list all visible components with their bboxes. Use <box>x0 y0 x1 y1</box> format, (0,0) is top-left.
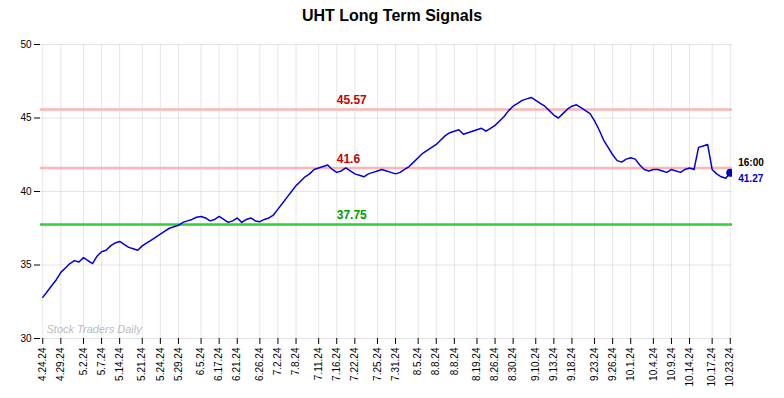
svg-text:7.8.24: 7.8.24 <box>290 347 301 375</box>
svg-text:7.16.24: 7.16.24 <box>331 347 342 381</box>
svg-text:35: 35 <box>20 259 32 270</box>
svg-text:7.11.24: 7.11.24 <box>313 347 324 380</box>
svg-text:9.10.24: 9.10.24 <box>530 347 541 381</box>
svg-text:8.30.24: 8.30.24 <box>507 347 518 381</box>
svg-text:5.2.24: 5.2.24 <box>78 347 89 375</box>
svg-text:4.24.24: 4.24.24 <box>37 347 48 381</box>
html-text:UHT Long Term Signals: UHT Long Term Signals <box>301 7 483 24</box>
svg-text:45.57: 45.57 <box>337 93 367 107</box>
svg-text:7.22.24: 7.22.24 <box>349 347 360 381</box>
svg-text:7.25.24: 7.25.24 <box>372 347 383 381</box>
svg-text:6.5.24: 6.5.24 <box>195 347 206 375</box>
svg-text:Stock Traders Daily: Stock Traders Daily <box>47 323 144 335</box>
svg-text:8.19.24: 8.19.24 <box>471 347 482 381</box>
svg-text:45: 45 <box>20 112 32 123</box>
svg-text:10.4.24: 10.4.24 <box>648 347 659 381</box>
svg-text:5.24.24: 5.24.24 <box>155 347 166 381</box>
svg-text:5.7.24: 5.7.24 <box>96 347 107 375</box>
svg-text:10.14.24: 10.14.24 <box>684 347 695 386</box>
svg-text:7.31.24: 7.31.24 <box>390 347 401 381</box>
svg-text:4.29.24: 4.29.24 <box>55 347 66 381</box>
svg-text:8.5.24: 8.5.24 <box>412 347 423 375</box>
svg-text:10.23.24: 10.23.24 <box>724 347 735 386</box>
svg-text:9.23.24: 9.23.24 <box>589 347 600 381</box>
svg-text:9.18.24: 9.18.24 <box>566 347 577 381</box>
svg-text:10.17.24: 10.17.24 <box>706 347 717 386</box>
svg-text:9.13.24: 9.13.24 <box>548 347 559 381</box>
svg-text:8.26.24: 8.26.24 <box>489 347 500 381</box>
svg-text:5.29.24: 5.29.24 <box>173 347 184 381</box>
svg-text:5.21.24: 5.21.24 <box>136 347 147 381</box>
svg-text:41.27: 41.27 <box>738 173 763 184</box>
svg-text:6.21.24: 6.21.24 <box>231 347 242 381</box>
svg-text:8.8.24: 8.8.24 <box>449 347 460 375</box>
svg-text:30: 30 <box>20 333 32 344</box>
svg-text:5.14.24: 5.14.24 <box>114 347 125 381</box>
svg-text:37.75: 37.75 <box>337 208 367 222</box>
svg-text:7.2.24: 7.2.24 <box>272 347 283 375</box>
svg-text:10.1.24: 10.1.24 <box>625 347 636 381</box>
svg-text:6.26.24: 6.26.24 <box>254 347 265 381</box>
svg-text:41.6: 41.6 <box>337 152 361 166</box>
svg-text:6.17.24: 6.17.24 <box>213 347 224 381</box>
svg-text:50: 50 <box>20 39 32 50</box>
svg-text:8.8.24: 8.8.24 <box>430 347 441 375</box>
svg-text:16:00: 16:00 <box>738 157 764 168</box>
svg-text:9.26.24: 9.26.24 <box>607 347 618 381</box>
svg-text:40: 40 <box>20 186 32 197</box>
svg-text:10.9.24: 10.9.24 <box>666 347 677 381</box>
